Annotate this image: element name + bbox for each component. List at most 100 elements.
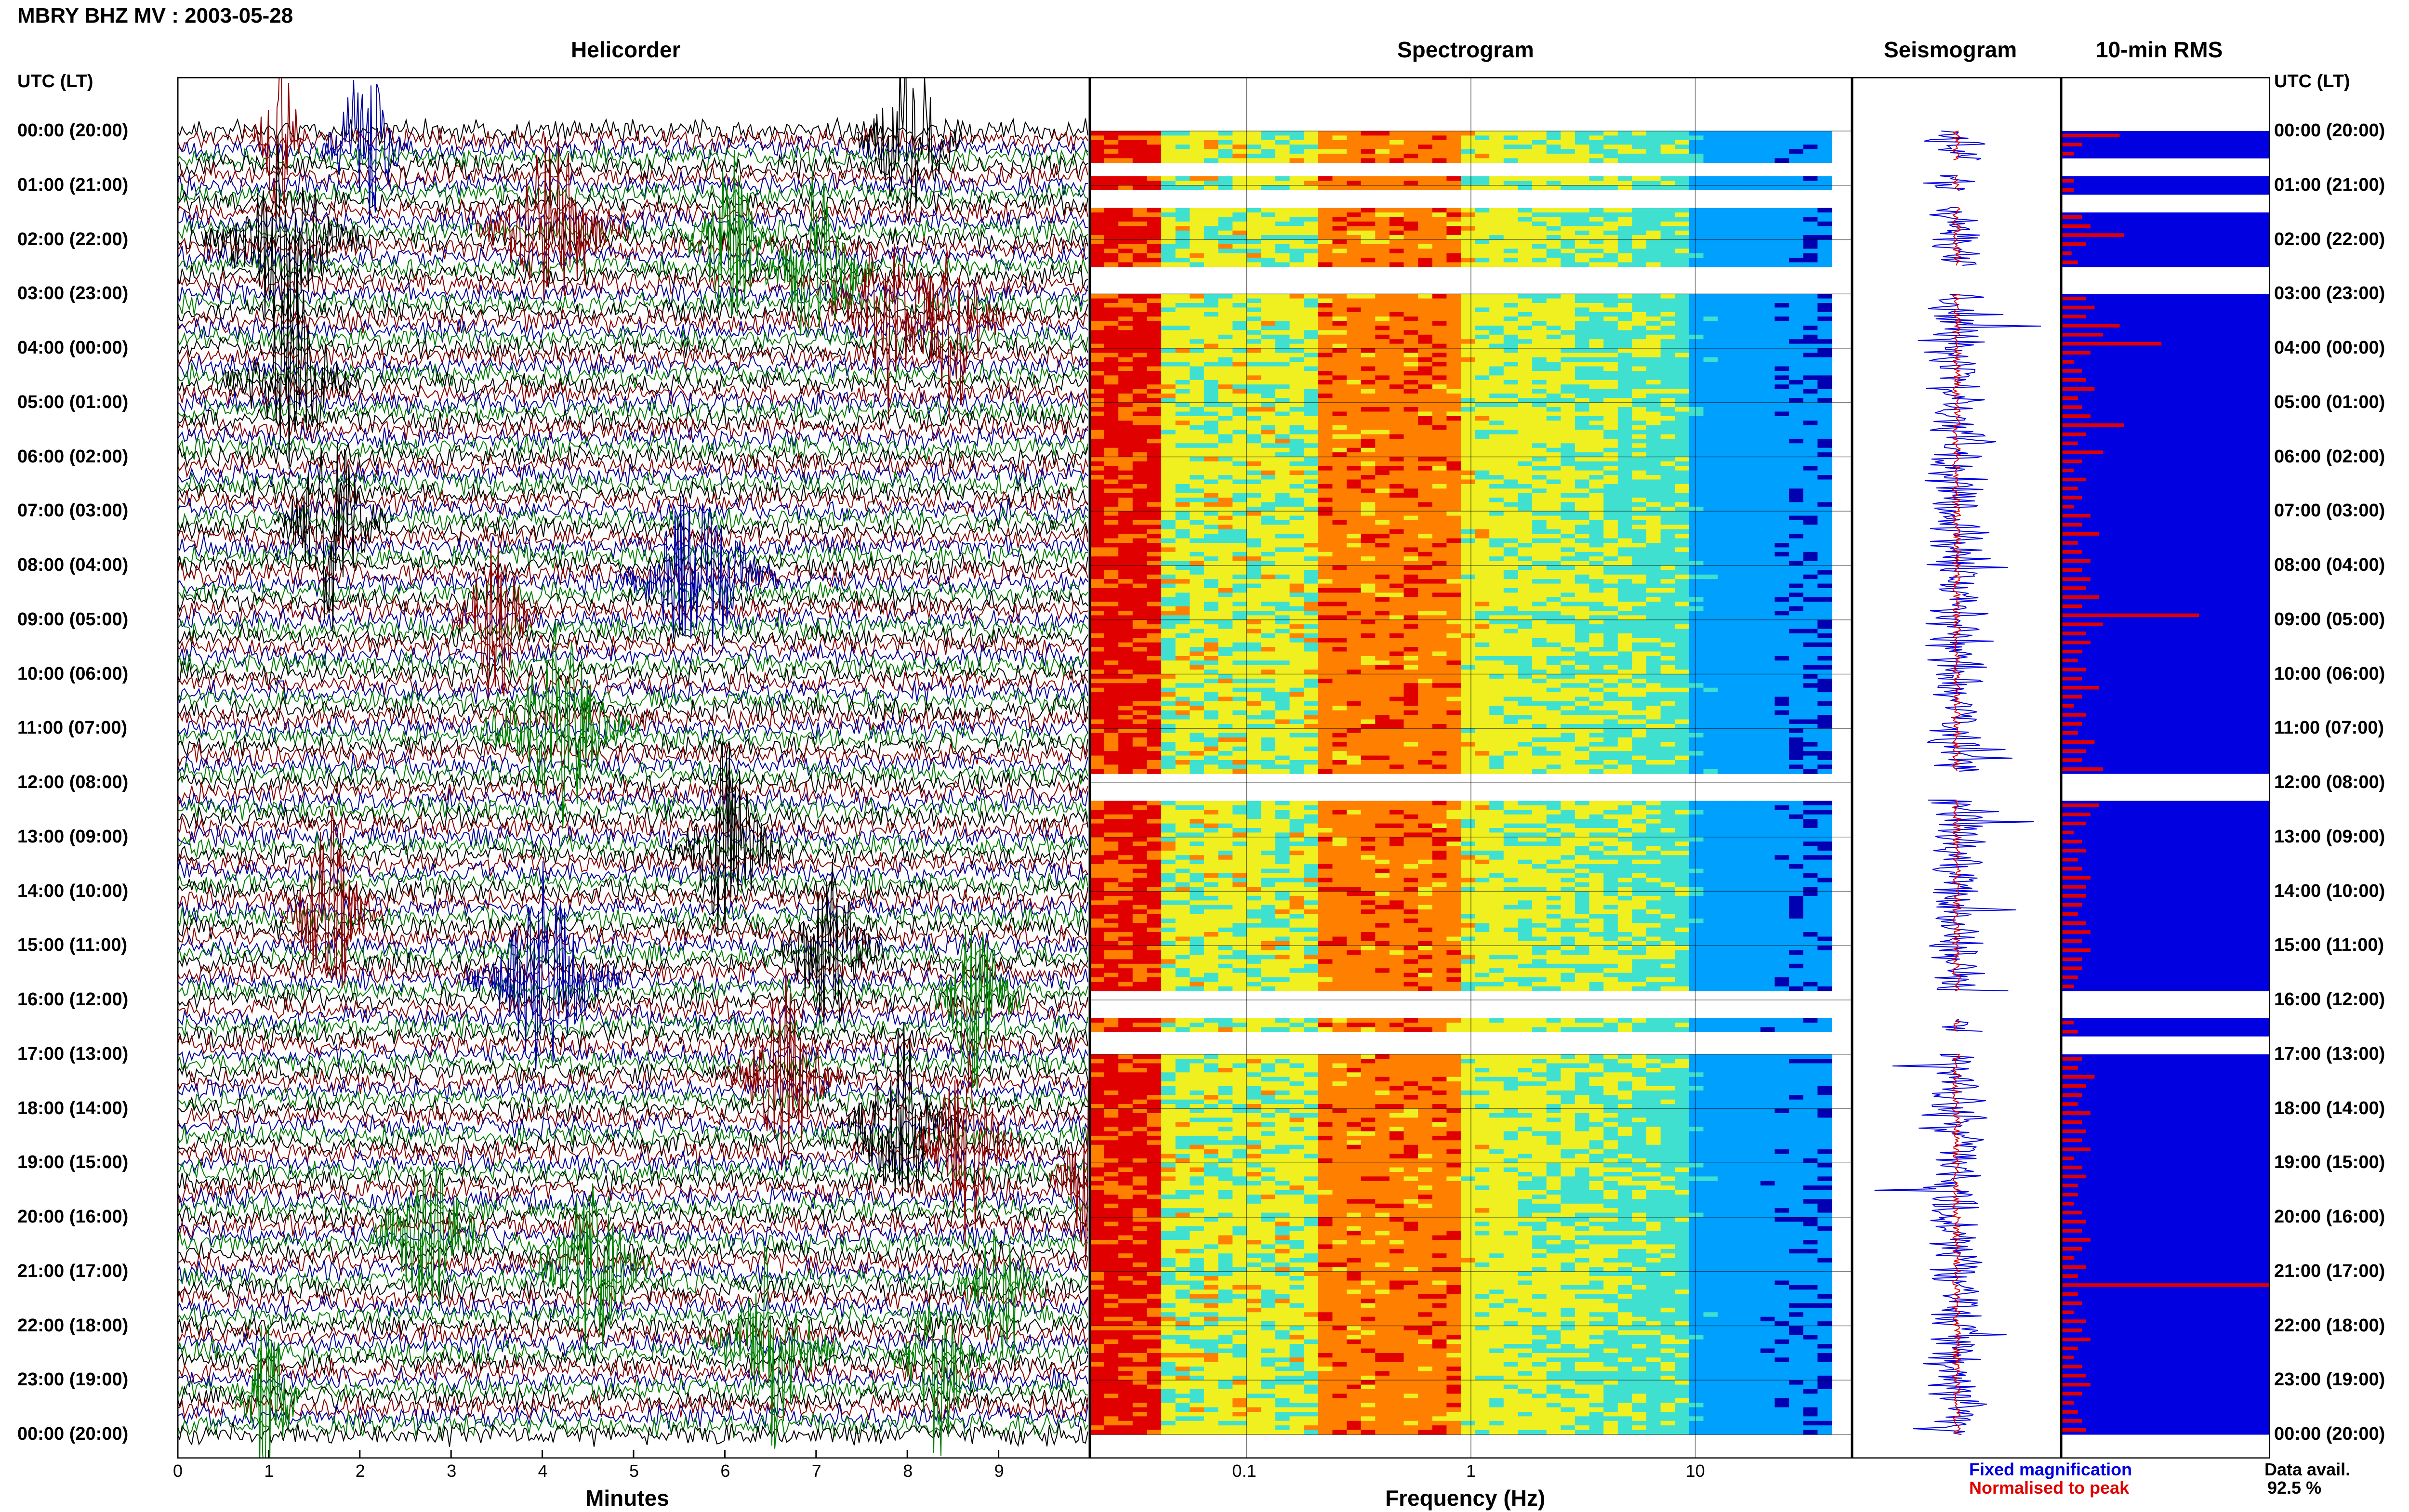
spectrogram-cell [1675,425,1690,430]
spectrogram-cell [1660,262,1676,267]
spectrogram-cell [1803,339,1818,344]
spectrogram-cell [1589,312,1604,317]
spectrogram-cell [1503,592,1519,598]
spectrogram-cell [1760,362,1775,367]
spectrogram-cell [1518,588,1533,593]
spectrogram-cell [1361,506,1376,512]
spectrogram-cell [1461,339,1476,344]
spectrogram-cell [1361,239,1376,245]
spectrogram-cell [1304,375,1319,381]
spectrogram-cell [1718,375,1733,381]
spectrogram-cell [1589,135,1604,141]
spectrogram-cell [1361,484,1376,489]
spectrogram-cell [1190,140,1204,145]
spectrogram-cell [1746,253,1761,258]
spectrogram-cell [1632,140,1647,145]
spectrogram-cell [1246,131,1262,136]
spectrogram-cell [1118,579,1133,584]
spectrogram-cell [1418,212,1433,218]
spectrogram-cell [1132,239,1148,245]
spectrogram-cell [1760,131,1775,136]
spectrogram-cell [1204,602,1219,607]
spectrogram-cell [1760,502,1775,507]
spectrogram-cell [1446,366,1461,371]
spectrogram-cell [1532,334,1547,340]
spectrogram-cell [1389,570,1404,575]
spectrogram-cell [1732,176,1747,181]
spectrogram-cell [1175,434,1191,439]
spectrogram-cell [1118,470,1133,475]
spectrogram-cell [1746,402,1761,408]
spectrogram-cell [1175,430,1191,435]
spectrogram-cell [1489,185,1504,190]
spectrogram-cell [1489,181,1504,186]
spectrogram-cell [1261,583,1276,589]
spectrogram-cell [1446,547,1461,552]
spectrogram-cell [1817,217,1832,222]
spectrogram-cell [1532,140,1547,145]
spectrogram-cell [1760,538,1775,543]
spectrogram-cell [1090,343,1105,349]
spectrogram-cell [1361,380,1376,385]
spectrogram-cell [1718,384,1733,390]
spectrogram-cell [1774,416,1790,421]
spectrogram-cell [1603,253,1618,258]
spectrogram-cell [1589,447,1604,453]
spectrogram-cell [1561,556,1575,562]
helicorder-trace [177,153,1088,181]
spectrogram-cell [1689,158,1704,163]
spectrogram-cell [1575,258,1590,263]
spectrogram-cell [1118,457,1133,462]
spectrogram-cell [1432,407,1447,412]
spectrogram-cell [1275,221,1290,226]
spectrogram-cell [1403,475,1419,480]
spectrogram-cell [1403,592,1419,598]
spectrogram-cell [1161,443,1176,448]
spectrogram-cell [1803,357,1818,362]
spectrogram-cell [1161,334,1176,340]
spectrogram-cell [1632,235,1647,240]
spectrogram-cell [1803,212,1818,218]
spectrogram-cell [1218,407,1233,412]
spectrogram-cell [1475,570,1490,575]
spectrogram-cell [1789,239,1804,245]
spectrogram-cell [1817,258,1832,263]
spectrogram-cell [1646,588,1661,593]
spectrogram-cell [1646,547,1661,552]
spectrogram-cell [1147,597,1162,602]
spectrogram-cell [1332,312,1348,317]
spectrogram-cell [1632,321,1647,326]
spectrogram-cell [1218,343,1233,349]
spectrogram-cell [1361,226,1376,231]
spectrogram-cell [1760,330,1775,335]
spectrogram-cell [1689,438,1704,444]
spectrogram-cell [1347,230,1362,236]
spectrogram-cell [1403,443,1419,448]
spectrogram-cell [1389,520,1404,525]
spectrogram-cell [1275,475,1290,480]
spectrogram-cell [1760,235,1775,240]
spectrogram-cell [1803,421,1818,426]
spectrogram-cell [1118,493,1133,498]
spectrogram-cell [1817,348,1832,353]
spectrogram-cell [1532,343,1547,349]
spectrogram-cell [1147,208,1162,213]
spectrogram-cell [1646,334,1661,340]
spectrogram-cell [1689,592,1704,598]
spectrogram-cell [1118,294,1133,299]
spectrogram-cell [1161,552,1176,557]
spectrogram-cell [1489,389,1504,394]
spectrogram-cell [1361,592,1376,598]
spectrogram-cell [1161,244,1176,249]
spectrogram-cell [1489,588,1504,593]
spectrogram-cell [1104,484,1119,489]
spectrogram-cell [1503,366,1519,371]
spectrogram-cell [1646,452,1661,458]
spectrogram-cell [1218,411,1233,417]
spectrogram-cell [1760,556,1775,562]
spectrogram-cell [1261,457,1276,462]
spectrogram-cell [1432,534,1447,539]
spectrogram-cell [1104,294,1119,299]
spectrogram-cell [1732,502,1747,507]
spectrogram-cell [1275,212,1290,218]
